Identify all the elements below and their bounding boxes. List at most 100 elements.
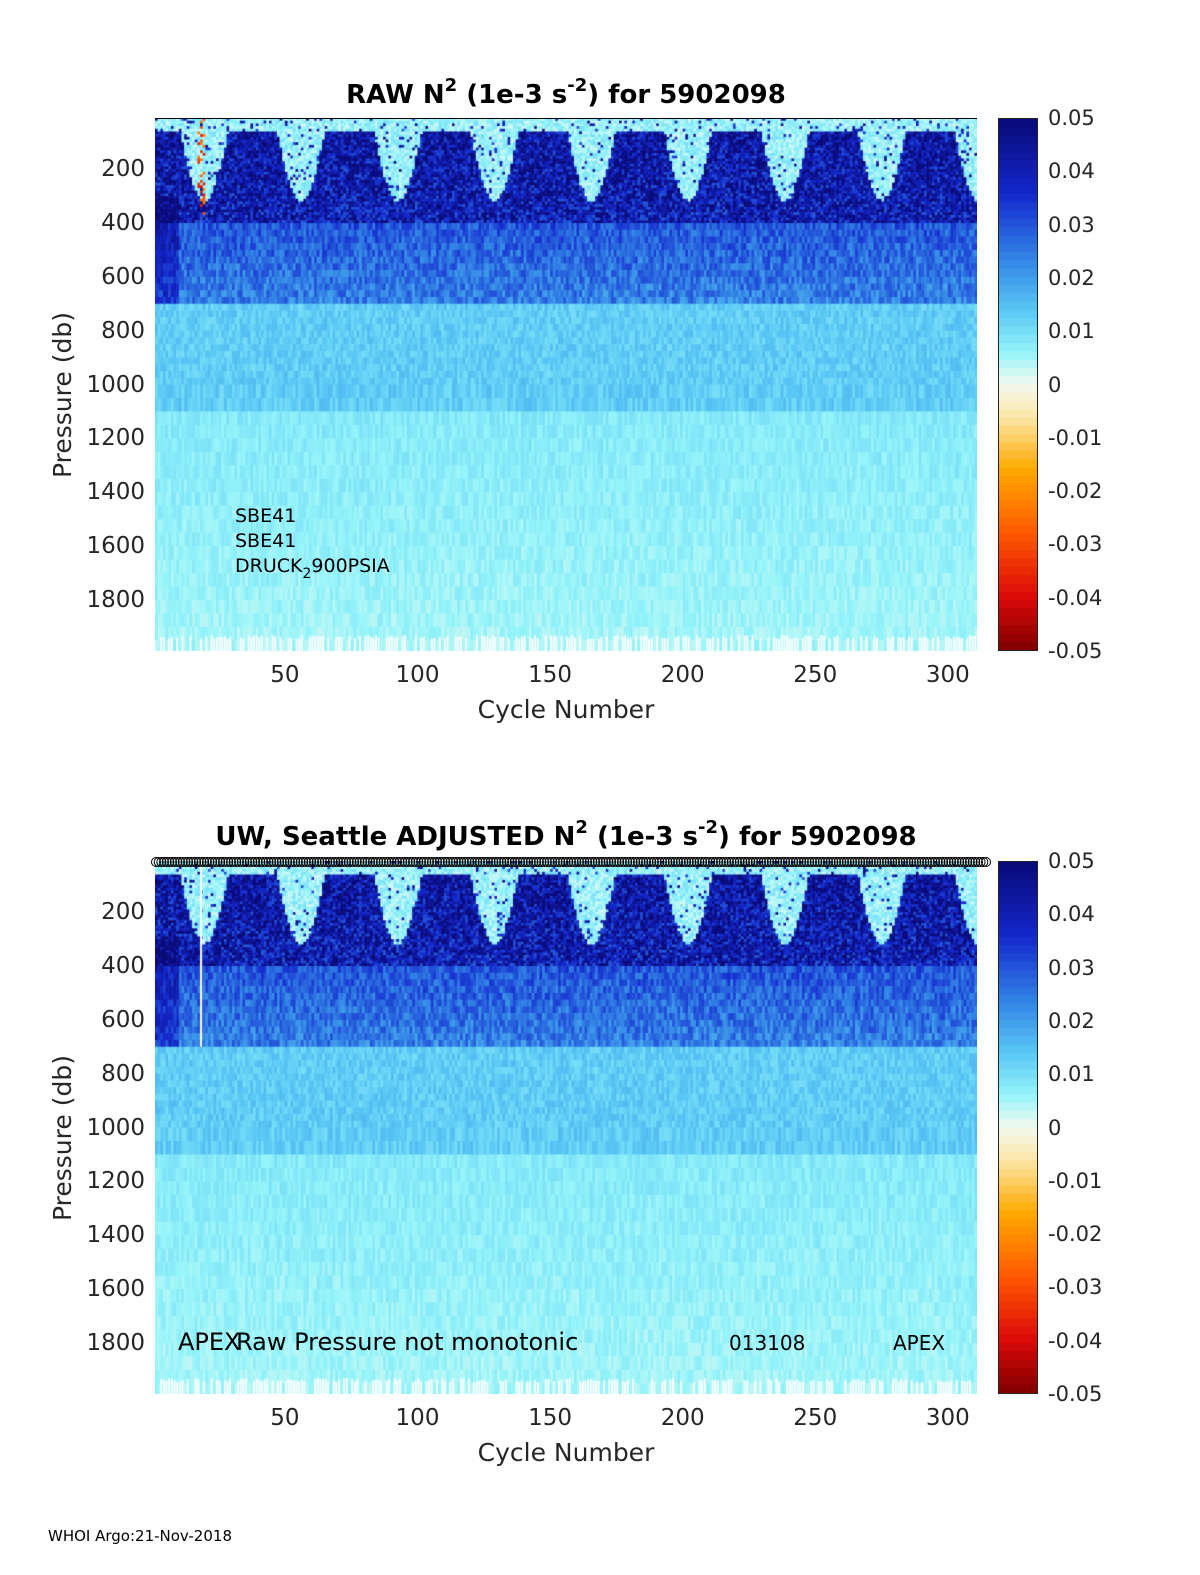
surface-marker	[729, 857, 740, 867]
surface-marker	[890, 857, 900, 867]
surface-marker	[501, 857, 512, 867]
surface-marker	[442, 857, 453, 867]
surface-marker	[761, 857, 772, 867]
surface-marker	[512, 857, 523, 867]
surface-marker	[268, 857, 279, 867]
chart2-surface-markers	[151, 857, 991, 867]
surface-marker	[493, 857, 504, 867]
surface-marker	[199, 857, 210, 867]
chart1-heatmap	[155, 118, 977, 651]
surface-marker	[967, 857, 978, 867]
surface-marker	[622, 857, 633, 867]
chart2-heatmap-cells	[155, 861, 977, 1394]
surface-marker	[410, 857, 421, 867]
colorbar-tick-label: -0.01	[1048, 425, 1103, 450]
chart2-heatmap	[155, 861, 977, 1394]
surface-marker	[924, 857, 935, 867]
surface-marker	[608, 857, 619, 867]
colorbar-tick-label: 0.05	[1048, 849, 1095, 873]
surface-marker	[911, 857, 922, 867]
surface-marker	[531, 857, 542, 867]
colorbar-tick-label: -0.02	[1048, 1222, 1103, 1247]
surface-marker	[239, 857, 250, 867]
x-tick-label: 50	[270, 662, 300, 688]
surface-marker	[659, 857, 670, 867]
chart2-message: Raw Pressure not monotonic	[236, 1328, 579, 1356]
surface-marker	[520, 857, 531, 867]
surface-marker	[582, 857, 593, 867]
surface-marker	[849, 857, 860, 867]
surface-marker	[785, 857, 796, 867]
y-tick-label: 400	[101, 209, 145, 236]
surface-marker	[654, 857, 665, 867]
surface-marker	[662, 857, 673, 867]
surface-marker	[464, 857, 475, 867]
chart2-title-suffix: ) for 5902098	[718, 822, 917, 852]
surface-marker	[279, 857, 290, 867]
surface-marker	[592, 857, 603, 867]
surface-marker	[351, 857, 362, 867]
surface-marker	[349, 857, 360, 867]
surface-marker	[287, 857, 298, 867]
surface-marker	[981, 857, 991, 867]
surface-marker	[812, 857, 823, 867]
surface-marker	[175, 857, 186, 867]
surface-marker	[914, 857, 925, 867]
chart1-title-unit-exp: -2	[567, 75, 588, 96]
surface-marker	[499, 857, 510, 867]
surface-marker	[844, 857, 855, 867]
surface-marker	[541, 857, 552, 867]
surface-marker	[392, 857, 402, 867]
surface-marker	[383, 857, 394, 867]
surface-marker	[777, 857, 788, 867]
surface-marker	[504, 857, 515, 867]
colorbar-tick-label: -0.05	[1048, 1382, 1103, 1406]
surface-marker	[365, 857, 376, 867]
surface-marker	[745, 857, 756, 867]
chart2-title-prefix: UW, Seattle ADJUSTED N	[215, 822, 576, 852]
surface-marker	[624, 857, 635, 867]
surface-marker	[523, 857, 534, 867]
surface-marker	[678, 857, 689, 867]
surface-marker	[715, 857, 726, 867]
surface-marker	[394, 857, 405, 867]
surface-marker	[753, 857, 764, 867]
colorbar-tick-label: -0.03	[1048, 532, 1103, 557]
surface-marker	[180, 857, 191, 867]
surface-marker	[480, 857, 491, 867]
x-tick-label: 150	[528, 662, 573, 688]
surface-marker	[895, 857, 906, 867]
surface-marker	[333, 857, 344, 867]
colorbar-tick-label: 0.04	[1048, 902, 1095, 927]
surface-marker	[453, 857, 464, 867]
surface-marker	[774, 857, 785, 867]
surface-marker	[437, 857, 448, 867]
colorbar-tick-label: 0.03	[1048, 955, 1095, 980]
surface-marker	[705, 857, 716, 867]
surface-marker	[718, 857, 729, 867]
surface-marker	[943, 857, 954, 867]
surface-marker	[638, 857, 649, 867]
surface-marker	[421, 857, 432, 867]
colorbar-tick-label: -0.05	[1048, 639, 1103, 663]
surface-marker	[311, 857, 322, 867]
surface-marker	[707, 857, 718, 867]
surface-marker	[590, 857, 601, 867]
surface-marker	[549, 857, 560, 867]
surface-marker	[748, 857, 759, 867]
surface-marker	[196, 857, 207, 867]
surface-marker	[284, 857, 295, 867]
surface-marker	[432, 857, 443, 867]
surface-marker	[657, 857, 667, 867]
surface-marker	[646, 857, 657, 867]
y-tick-label: 400	[101, 952, 145, 979]
surface-marker	[673, 857, 684, 867]
surface-marker	[780, 857, 791, 867]
surface-marker	[303, 857, 314, 867]
surface-marker	[699, 857, 710, 867]
surface-marker	[579, 857, 590, 867]
surface-marker	[276, 857, 287, 867]
surface-marker	[217, 857, 228, 867]
chart2-y-label: Pressure (db)	[48, 1055, 77, 1221]
surface-marker	[820, 857, 831, 867]
